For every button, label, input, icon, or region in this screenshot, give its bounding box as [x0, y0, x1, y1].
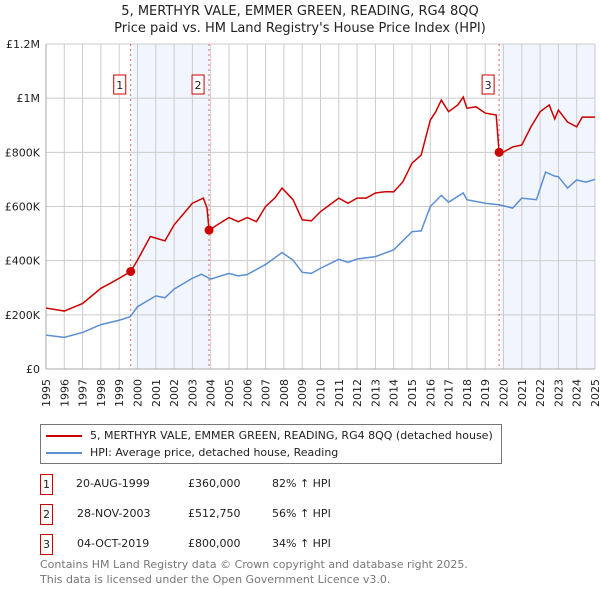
x-tick-label: 2019 — [479, 379, 492, 407]
x-tick-label: 2021 — [516, 379, 529, 407]
sale-price: £800,000 — [188, 537, 241, 550]
legend-item-hpi: HPI: Average price, detached house, Read… — [46, 446, 493, 460]
sale-badge: 3 — [40, 534, 53, 555]
hpi-series-line — [45, 171, 596, 339]
sale-label: 2 — [195, 79, 202, 92]
legend-swatch-blue — [46, 452, 82, 454]
x-tick-label: 2018 — [461, 379, 474, 407]
y-tick-label: £800K — [5, 146, 41, 159]
x-tick-label: 2000 — [132, 379, 145, 407]
x-tick-label: 2020 — [498, 379, 511, 407]
x-tick-label: 2002 — [168, 379, 181, 407]
sale-label-box — [191, 74, 205, 95]
x-tick-label: 2009 — [296, 379, 309, 407]
y-tick-label: £400K — [5, 255, 41, 268]
sale-price: £512,750 — [188, 507, 241, 520]
sale-point — [126, 267, 136, 276]
x-tick-label: 2025 — [589, 379, 600, 407]
price-chart: 1995 1996 1997 1998 1999 2000 2001 2002 2003 2004… — [5, 38, 600, 407]
x-tick-label: 2014 — [388, 379, 401, 407]
sale-hpi-change: 82% ↑ HPI — [272, 477, 331, 490]
y-tick-label: £200K — [5, 309, 41, 322]
property-series-line — [45, 95, 595, 312]
sale-date: 28-NOV-2003 — [77, 507, 151, 520]
x-tick-label: 2015 — [406, 379, 419, 407]
chart-subtitle: Price paid vs. HM Land Registry's House … — [114, 21, 486, 36]
y-tick-label: £1.2M — [6, 38, 40, 51]
chart-title: 5, MERTHYR VALE, EMMER GREEN, READING, R… — [121, 4, 479, 19]
sale-badge: 2 — [40, 504, 53, 525]
sale-date: 04-OCT-2019 — [77, 537, 150, 550]
x-tick-label: 1995 — [40, 379, 53, 407]
sale-label-box — [481, 74, 495, 95]
legend-swatch-red — [46, 435, 82, 437]
x-tick-label: 1998 — [95, 379, 108, 407]
footer-line-2: This data is licensed under the Open Gov… — [40, 573, 391, 586]
sale-badge: 1 — [40, 474, 53, 495]
x-tick-label: 2005 — [223, 379, 236, 407]
x-tick-label: 2010 — [315, 379, 328, 407]
x-tick-label: 2011 — [333, 379, 346, 407]
x-tick-label: 1999 — [113, 379, 126, 407]
sale-price: £360,000 — [188, 477, 241, 490]
sale-label-box — [113, 74, 127, 95]
x-tick-label: 2024 — [571, 379, 584, 407]
legend-label: 5, MERTHYR VALE, EMMER GREEN, READING, R… — [90, 429, 493, 442]
x-tick-label: 2006 — [241, 379, 254, 407]
x-tick-label: 2007 — [260, 379, 273, 407]
footer-line-1: Contains HM Land Registry data © Crown c… — [40, 558, 468, 571]
y-tick-label: £600K — [5, 201, 41, 214]
x-tick-label: 2017 — [443, 379, 456, 407]
legend: 5, MERTHYR VALE, EMMER GREEN, READING, R… — [40, 424, 502, 464]
legend-item-property: 5, MERTHYR VALE, EMMER GREEN, READING, R… — [46, 429, 493, 443]
x-tick-label: 2016 — [424, 379, 437, 407]
sale-hpi-change: 34% ↑ HPI — [272, 537, 331, 550]
x-tick-label: 2012 — [351, 379, 364, 407]
x-tick-label: 1996 — [58, 379, 71, 407]
x-tick-label: 1997 — [77, 379, 90, 407]
x-tick-label: 2004 — [205, 379, 218, 407]
sale-point — [494, 147, 504, 157]
y-tick-label: £0 — [26, 363, 40, 376]
sale-point — [204, 225, 214, 235]
x-tick-label: 2003 — [186, 379, 199, 407]
x-tick-label: 2013 — [369, 379, 382, 407]
y-tick-label: £1M — [17, 92, 41, 105]
sale-hpi-change: 56% ↑ HPI — [272, 507, 331, 520]
x-tick-label: 2022 — [534, 379, 547, 407]
x-tick-label: 2023 — [552, 379, 565, 407]
sale-date: 20-AUG-1999 — [76, 477, 150, 490]
x-tick-label: 2001 — [150, 379, 163, 407]
sale-label: 3 — [485, 79, 492, 92]
x-tick-label: 2008 — [278, 379, 291, 407]
sale-label: 1 — [116, 79, 123, 92]
legend-label: HPI: Average price, detached house, Read… — [90, 446, 339, 459]
